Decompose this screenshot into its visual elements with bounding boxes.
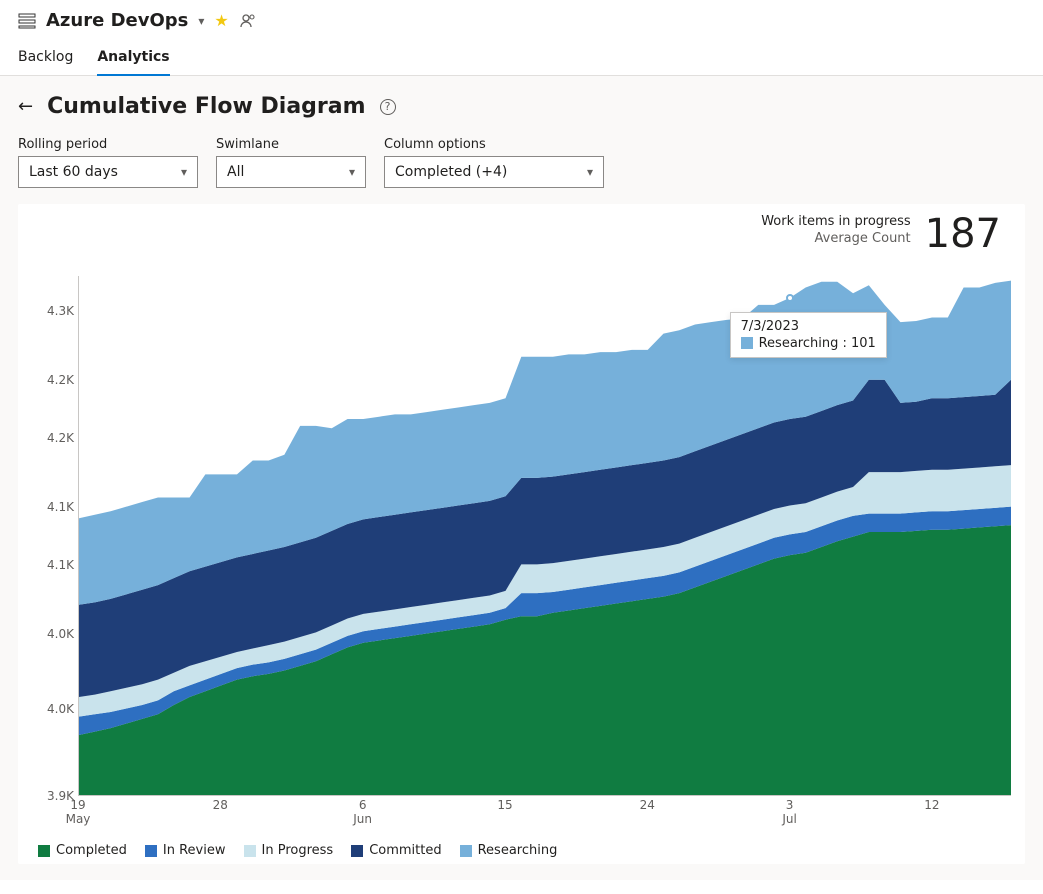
tab-analytics[interactable]: Analytics: [97, 41, 169, 75]
x-axis-label: 24: [640, 798, 655, 812]
legend-item-committed[interactable]: Committed: [351, 843, 441, 858]
column-options-dropdown[interactable]: Completed (+4) ▾: [384, 156, 604, 188]
chart-legend: Completed In Review In Progress Committed Re…: [38, 843, 557, 858]
x-axis-label: 28: [213, 798, 228, 812]
chart-card: Work items in progress Average Count 187…: [18, 204, 1025, 864]
y-axis-label: 4.2K: [38, 373, 74, 387]
x-axis-label: 19May: [66, 798, 91, 826]
y-axis-label: 4.1K: [38, 558, 74, 572]
legend-item-in_progress[interactable]: In Progress: [244, 843, 334, 858]
x-axis-label: 12: [924, 798, 939, 812]
chart-tooltip: 7/3/2023 Researching : 101: [730, 312, 887, 358]
rolling-period-label: Rolling period: [18, 137, 198, 152]
x-axis-label: 15: [497, 798, 512, 812]
legend-label: Committed: [369, 843, 441, 858]
chevron-down-icon: ▾: [349, 165, 355, 179]
legend-label: In Review: [163, 843, 226, 858]
tooltip-marker: [786, 294, 794, 302]
legend-item-researching[interactable]: Researching: [460, 843, 558, 858]
tab-backlog[interactable]: Backlog: [18, 41, 73, 75]
y-axis-label: 4.3K: [38, 304, 74, 318]
y-axis-label: 4.1K: [38, 500, 74, 514]
rolling-period-dropdown[interactable]: Last 60 days ▾: [18, 156, 198, 188]
legend-swatch: [244, 845, 256, 857]
swimlane-dropdown[interactable]: All ▾: [216, 156, 366, 188]
swimlane-label: Swimlane: [216, 137, 366, 152]
project-name: Azure DevOps: [46, 10, 188, 31]
y-axis-label: 4.2K: [38, 431, 74, 445]
stats-line1: Work items in progress: [761, 214, 910, 229]
legend-item-completed[interactable]: Completed: [38, 843, 127, 858]
y-axis-label: 4.0K: [38, 627, 74, 641]
tooltip-date: 7/3/2023: [741, 319, 876, 334]
tabs: Backlog Analytics: [0, 37, 1043, 76]
x-axis-label: 6Jun: [353, 798, 372, 826]
cumulative-flow-chart: 3.9K4.0K4.0K4.1K4.1K4.2K4.2K4.3K 19May28…: [38, 276, 1011, 820]
x-axis-label: 3Jul: [782, 798, 796, 826]
tooltip-swatch: [741, 337, 753, 349]
favorite-star-icon[interactable]: ★: [214, 11, 228, 30]
invite-people-icon[interactable]: [239, 12, 257, 30]
legend-label: Completed: [56, 843, 127, 858]
page-title: Cumulative Flow Diagram: [47, 94, 365, 119]
help-icon[interactable]: ?: [380, 99, 396, 115]
back-arrow-icon[interactable]: ←: [18, 96, 33, 117]
legend-swatch: [351, 845, 363, 857]
legend-swatch: [145, 845, 157, 857]
board-icon: [18, 12, 36, 30]
legend-swatch: [460, 845, 472, 857]
legend-label: Researching: [478, 843, 558, 858]
chevron-down-icon: ▾: [198, 14, 204, 28]
y-axis-label: 4.0K: [38, 702, 74, 716]
stats-line2: Average Count: [761, 231, 910, 248]
stats-value: 187: [925, 214, 1001, 254]
legend-item-in_review[interactable]: In Review: [145, 843, 226, 858]
legend-label: In Progress: [262, 843, 334, 858]
project-breadcrumb[interactable]: Azure DevOps ▾: [46, 10, 204, 31]
legend-swatch: [38, 845, 50, 857]
chevron-down-icon: ▾: [181, 165, 187, 179]
chevron-down-icon: ▾: [587, 165, 593, 179]
tooltip-text: Researching : 101: [759, 336, 876, 351]
column-options-label: Column options: [384, 137, 604, 152]
